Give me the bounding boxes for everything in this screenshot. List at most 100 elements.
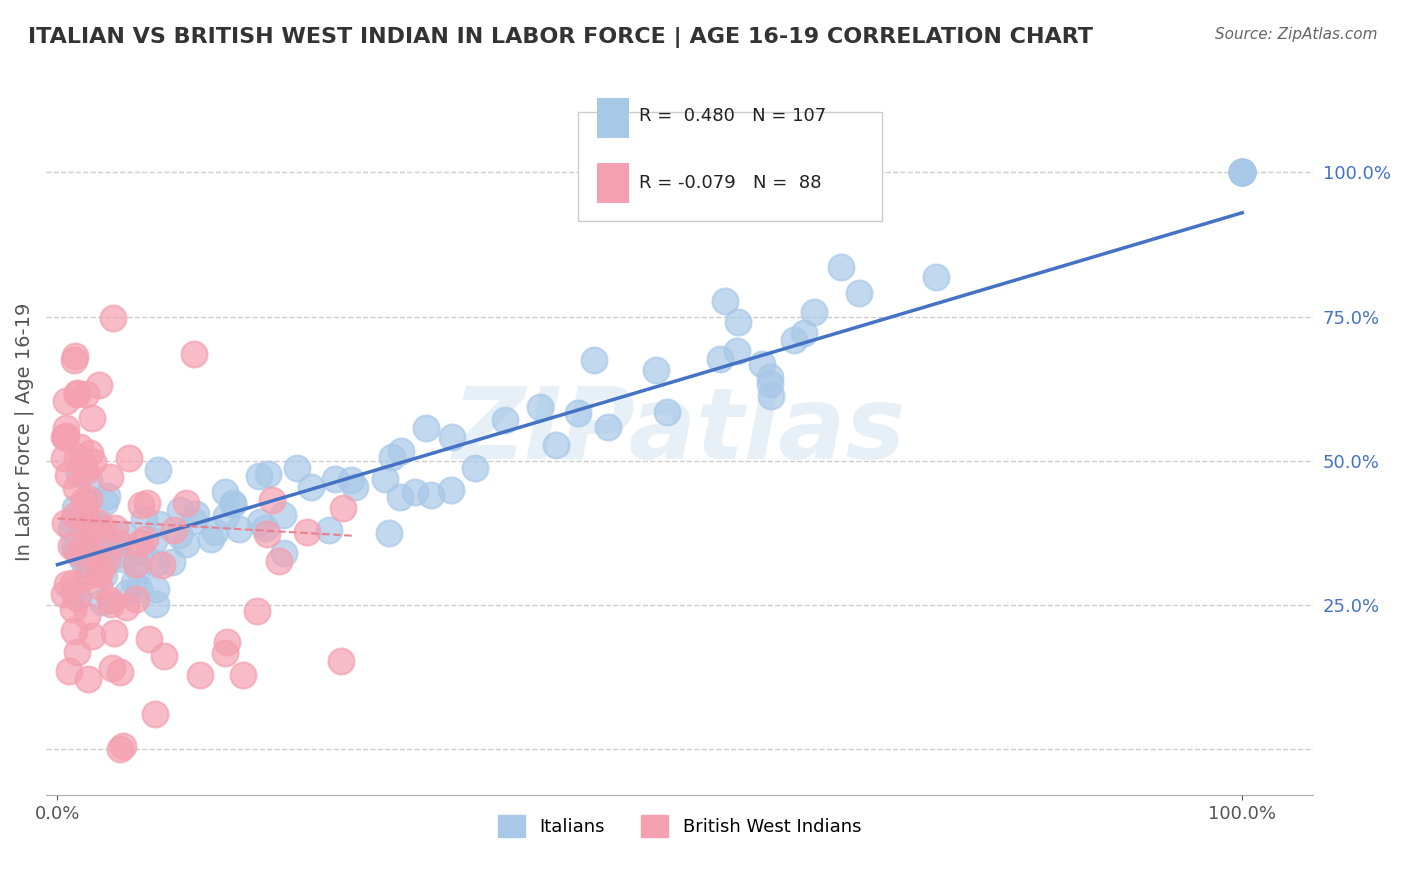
Point (73, 535, 96, 549)
Point (118, 450, 141, 465)
Point (332, 501, 354, 516)
Point (100, 597, 122, 611)
Point (122, 575, 145, 590)
Point (925, 269, 948, 284)
Legend: Italians, British West Indians: Italians, British West Indians (491, 808, 869, 845)
Point (55, 421, 77, 435)
Point (90, 560, 112, 574)
Point (256, 527, 278, 541)
Point (75, 387, 97, 401)
Point (62, 575, 84, 590)
Point (163, 523, 186, 537)
Point (91, 544, 114, 558)
Point (136, 496, 159, 510)
Point (96, 551, 118, 566)
Point (114, 600, 136, 615)
Point (271, 508, 294, 523)
Point (103, 538, 125, 552)
Point (546, 438, 568, 452)
Point (188, 668, 211, 682)
Point (70, 456, 93, 470)
Point (803, 304, 825, 318)
Point (108, 742, 131, 756)
Point (52, 587, 75, 601)
Point (150, 558, 173, 572)
Point (759, 369, 782, 384)
Point (62, 584, 84, 599)
Point (146, 462, 169, 476)
Point (62, 353, 84, 368)
Point (76, 608, 98, 623)
Text: R =  0.480   N = 107: R = 0.480 N = 107 (638, 107, 827, 125)
Point (1230, 165, 1253, 179)
Point (80, 524, 103, 538)
Point (1230, 165, 1253, 179)
Point (167, 528, 190, 542)
Point (107, 536, 129, 550)
Point (112, 527, 135, 541)
Point (714, 293, 737, 308)
Point (299, 480, 322, 494)
Point (228, 522, 250, 536)
Point (59, 539, 82, 553)
Point (184, 507, 207, 521)
Point (73, 492, 96, 507)
Point (440, 430, 463, 444)
Point (60, 522, 83, 536)
Point (848, 286, 870, 301)
Point (125, 592, 148, 607)
Point (759, 389, 782, 403)
Point (127, 561, 149, 575)
Point (55, 429, 77, 443)
Point (1230, 165, 1253, 179)
Text: R = -0.079   N =  88: R = -0.079 N = 88 (638, 174, 821, 193)
Point (134, 532, 156, 546)
Point (404, 485, 426, 500)
Point (104, 521, 127, 535)
Point (273, 546, 295, 560)
Point (148, 517, 170, 532)
Point (381, 450, 404, 465)
Point (77, 491, 100, 506)
Point (598, 420, 620, 434)
Point (80, 530, 103, 544)
Point (108, 665, 131, 679)
Point (53, 516, 76, 531)
Point (793, 326, 815, 340)
Point (69, 440, 91, 454)
Point (389, 444, 412, 458)
Point (143, 534, 166, 549)
Point (79, 559, 101, 574)
Point (830, 260, 852, 275)
Point (53, 430, 76, 444)
Point (343, 480, 366, 494)
Point (72, 541, 94, 555)
Point (249, 516, 271, 530)
Point (374, 471, 396, 485)
Point (93, 568, 115, 582)
Point (63, 501, 86, 516)
Point (129, 535, 152, 549)
Point (134, 511, 156, 525)
Text: ITALIAN VS BRITISH WEST INDIAN IN LABOR FORCE | AGE 16-19 CORRELATION CHART: ITALIAN VS BRITISH WEST INDIAN IN LABOR … (28, 27, 1092, 48)
Point (1230, 165, 1253, 179)
Point (378, 525, 401, 540)
Point (174, 495, 197, 509)
Point (67, 466, 90, 480)
Point (70, 551, 93, 566)
Point (83, 547, 105, 561)
Point (111, 551, 134, 566)
Point (62, 539, 84, 553)
Point (419, 488, 441, 502)
Point (65, 482, 87, 496)
Point (128, 582, 150, 596)
Point (62, 602, 84, 616)
Point (143, 706, 166, 721)
Point (285, 460, 308, 475)
Point (90, 595, 112, 609)
Point (200, 532, 222, 546)
Point (153, 648, 176, 663)
Point (174, 537, 197, 551)
Point (79, 532, 101, 546)
Point (93, 495, 115, 509)
